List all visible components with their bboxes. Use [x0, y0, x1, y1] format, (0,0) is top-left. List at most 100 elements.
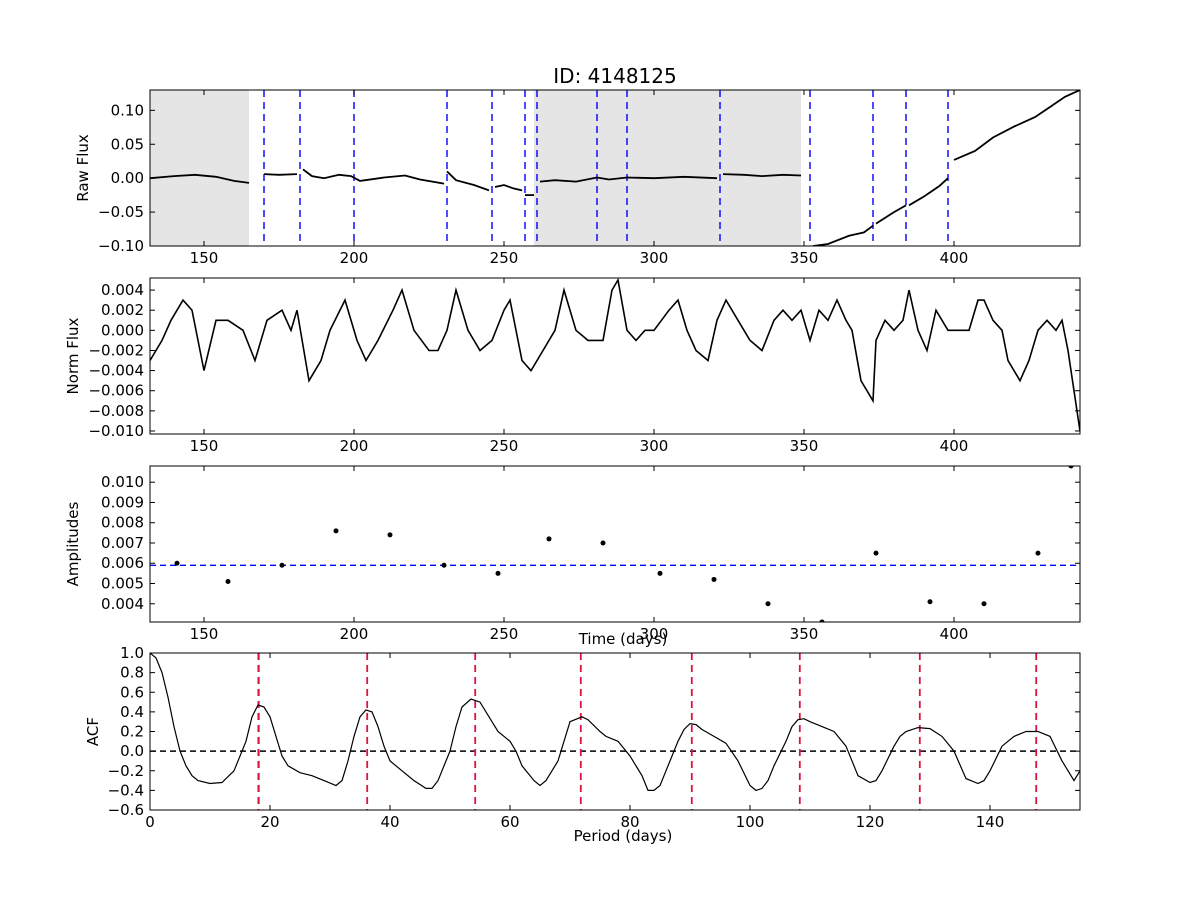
- y-tick-label: 0.000: [101, 321, 144, 339]
- data-segment: [302, 168, 445, 185]
- data-point: [174, 560, 180, 566]
- x-tick-label: 200: [340, 437, 369, 455]
- data-segment: [539, 175, 718, 183]
- data-point: [546, 536, 552, 542]
- y-tick-label: 0.002: [101, 301, 144, 319]
- x-tick-label: 400: [940, 249, 969, 267]
- y-tick-label: 0.0: [120, 742, 144, 760]
- x-tick-label: 200: [340, 625, 369, 643]
- x-tick-label: 350: [790, 249, 819, 267]
- y-tick-label: 0.004: [101, 281, 144, 299]
- data-segment: [875, 204, 907, 225]
- y-tick-label: 0.05: [111, 135, 144, 153]
- panel-amplitudes: 150 200 250 300 350 400 0.004 0.005 0.006 0.007 0.…: [64, 465, 1081, 648]
- x-tick-label: 140: [976, 813, 1005, 831]
- data-point: [495, 570, 501, 576]
- plot-area: [150, 90, 1080, 246]
- y-tick-label: −0.002: [88, 341, 144, 359]
- x-tick-label: 40: [380, 813, 399, 831]
- data-point: [765, 601, 771, 607]
- y-tick-label: 0.10: [111, 101, 144, 119]
- x-tick-label: 250: [490, 249, 519, 267]
- panels: 150 200 250 300 350 400 −0.10 −0.05 0.0 0 0.05 0.10…: [64, 89, 1081, 845]
- y-tick-label: 0.6: [120, 683, 144, 701]
- y-tick-label: 0.007: [101, 534, 144, 552]
- y-tick-label: −0.05: [98, 203, 144, 221]
- shaded-region: [150, 90, 249, 246]
- data-point: [225, 578, 231, 584]
- data-point: [279, 562, 285, 568]
- y-tick-label: 0.010: [101, 473, 144, 491]
- panel-acf: 0 20 40 60 80 100 120 140 −0.6 −0.4−0.2 0.00.2 0.4 0…: [84, 644, 1081, 845]
- data-segment: [953, 90, 1080, 161]
- y-tick-label: 1.0: [120, 644, 144, 662]
- x-tick-label: 250: [490, 625, 519, 643]
- axes-frame: [149, 277, 1081, 435]
- data-point: [387, 532, 393, 538]
- data-segment: [812, 224, 874, 246]
- axes-frame: [149, 89, 1081, 247]
- x-tick-label: 20: [260, 813, 279, 831]
- x-tick-label: 350: [790, 625, 819, 643]
- axes-frame: [149, 465, 1081, 623]
- x-tick-label: 400: [940, 625, 969, 643]
- y-tick-label: 0.004: [101, 595, 144, 613]
- data-point: [600, 540, 606, 546]
- data-segment: [908, 177, 949, 207]
- y-tick-label: −0.004: [88, 362, 144, 380]
- data-point: [711, 576, 717, 582]
- y-tick-label: 0.2: [120, 723, 144, 741]
- x-tick-label: 150: [190, 625, 219, 643]
- y-tick-label: 0.008: [101, 514, 144, 532]
- data-segment: [722, 173, 802, 178]
- x-tick-label: 150: [190, 249, 219, 267]
- y-tick-label: −0.6: [108, 801, 144, 819]
- y-tick-label: −0.006: [88, 382, 144, 400]
- y-tick-label: 0.006: [101, 554, 144, 572]
- x-tick-label: 120: [856, 813, 885, 831]
- x-axis-label: Period (days): [574, 827, 673, 845]
- x-tick-label: 350: [790, 437, 819, 455]
- data-point: [657, 570, 663, 576]
- x-tick-label: 0: [145, 813, 155, 831]
- y-axis-label: Raw Flux: [74, 134, 92, 202]
- x-tick-label: 60: [500, 813, 519, 831]
- plot-area: [150, 466, 1080, 622]
- x-tick-label: 80: [620, 813, 639, 831]
- data-segment: [150, 173, 250, 184]
- x-tick-label: 300: [640, 625, 669, 643]
- y-tick-label: −0.010: [88, 422, 144, 440]
- x-tick-label: 300: [640, 437, 669, 455]
- data-point: [333, 528, 339, 534]
- data-segment: [494, 184, 523, 192]
- data-point: [1035, 550, 1041, 556]
- y-tick-label: 0.4: [120, 703, 144, 721]
- panel-norm: 150 200 250 300 350 400 −0.010 −0.008 −0.006 −0.0…: [64, 277, 1081, 455]
- y-axis-label: Amplitudes: [64, 501, 82, 586]
- figure-title: ID: 4148125: [553, 64, 676, 88]
- data-segment: [446, 170, 490, 192]
- data-line: [150, 278, 1080, 432]
- data-point: [819, 619, 825, 622]
- x-tick-label: 300: [640, 249, 669, 267]
- x-tick-label: 250: [490, 437, 519, 455]
- data-point: [441, 562, 447, 568]
- x-axis-label: Time (days): [578, 630, 668, 648]
- plot-area: [150, 653, 1080, 810]
- x-tick-label: 400: [940, 437, 969, 455]
- data-point: [1068, 466, 1074, 469]
- y-axis-label: ACF: [84, 717, 102, 746]
- shaded-region: [534, 90, 801, 246]
- data-segment: [263, 173, 298, 176]
- x-tick-label: 150: [190, 437, 219, 455]
- data-point: [873, 550, 879, 556]
- plot-area: [150, 278, 1080, 432]
- panel-raw: 150 200 250 300 350 400 −0.10 −0.05 0.00 0.05 0.10…: [74, 89, 1081, 267]
- data-line: [150, 653, 1080, 792]
- y-axis-label: Norm Flux: [64, 317, 82, 394]
- data-point: [981, 601, 987, 607]
- y-tick-label: 0.009: [101, 493, 144, 511]
- y-tick-label: −0.4: [108, 781, 144, 799]
- y-tick-label: −0.10: [98, 237, 144, 255]
